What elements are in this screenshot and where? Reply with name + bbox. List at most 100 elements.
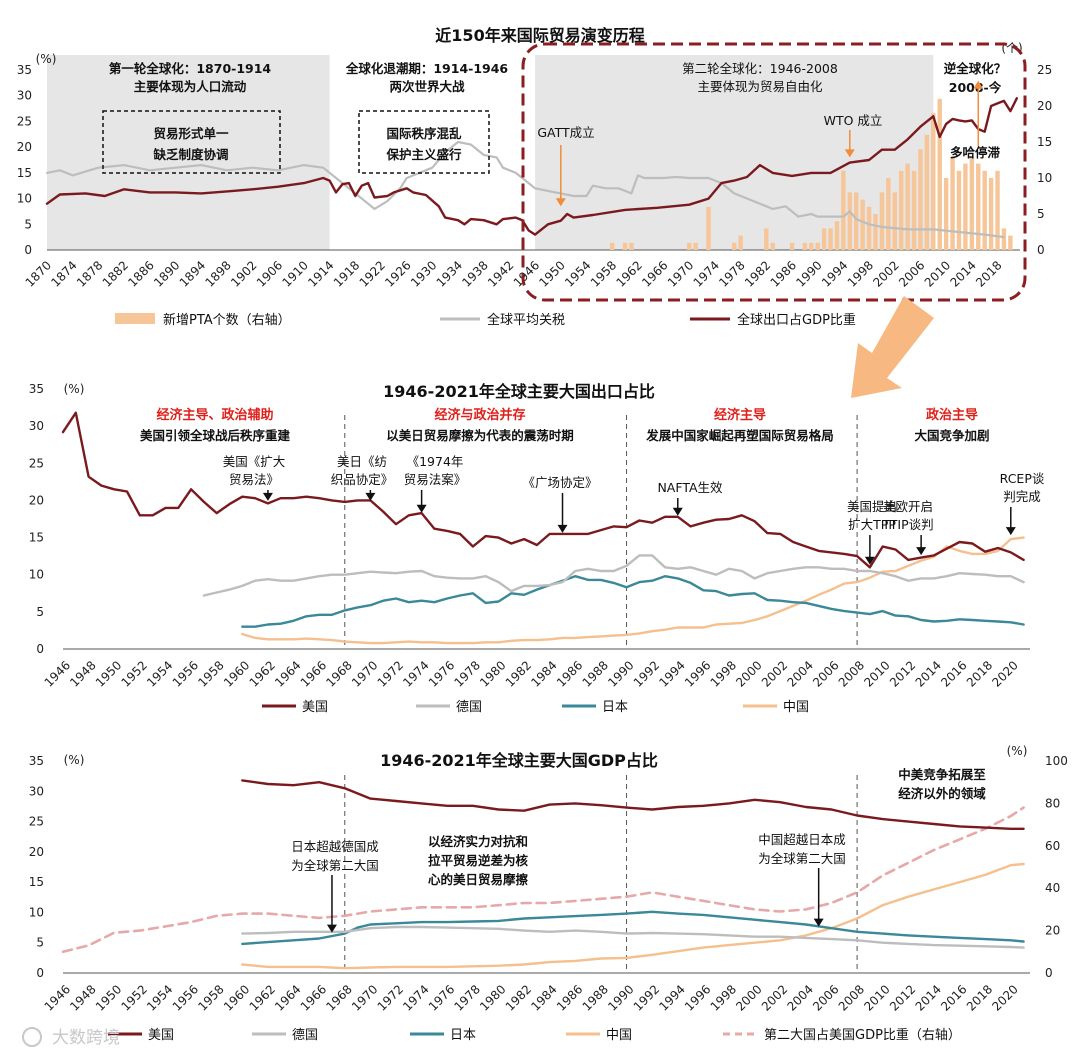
pta-bar bbox=[770, 242, 775, 250]
chart2-annotation-arrow-head bbox=[1005, 527, 1016, 536]
chart2-annotation: 贸易法》 bbox=[229, 472, 279, 487]
annotation-doha: 多哈停滞 bbox=[950, 145, 1001, 160]
chart2-annotation-arrow-head bbox=[416, 504, 427, 513]
chart3-xtick: 1998 bbox=[708, 982, 739, 1013]
chart3-xtick: 2008 bbox=[836, 982, 867, 1013]
pta-bar bbox=[809, 242, 814, 250]
chart1-xtick: 1902 bbox=[228, 258, 259, 289]
chart2-annotation-arrow-head bbox=[262, 492, 273, 501]
chart1-ytick-right: 15 bbox=[1037, 135, 1052, 149]
chart2-xtick: 1948 bbox=[67, 658, 98, 689]
chart2-phase-desc: 美国引领全球战后秩序重建 bbox=[140, 428, 291, 443]
chart3-ytick-left: 25 bbox=[29, 815, 44, 829]
chart1-xtick: 1914 bbox=[305, 258, 336, 289]
chart2-phase-heading: 经济与政治并存 bbox=[434, 407, 525, 423]
chart2-xtick: 1966 bbox=[298, 658, 329, 689]
legend-label-export-中国: 中国 bbox=[783, 700, 809, 715]
pta-bar bbox=[860, 199, 865, 250]
legend-label-export-日本: 日本 bbox=[602, 700, 628, 715]
chart1-xtick: 1922 bbox=[357, 258, 388, 289]
chart2-title: 1946-2021年全球主要大国出口占比 bbox=[383, 382, 655, 401]
chart2-xtick: 1994 bbox=[656, 658, 687, 689]
chart1-ytick-right: 0 bbox=[1037, 243, 1045, 257]
chart3-xtick: 2004 bbox=[784, 982, 815, 1013]
chart2-xtick: 1950 bbox=[93, 658, 124, 689]
chart2-xtick: 1980 bbox=[477, 658, 508, 689]
chart3-text-trade-friction: 心的美日贸易摩擦 bbox=[428, 872, 529, 887]
legend-label-ratio: 第二大国占美国GDP比重（右轴） bbox=[764, 1027, 961, 1043]
chart2-phase-heading: 经济主导 bbox=[714, 407, 766, 423]
chart3-ytick-right: 80 bbox=[1045, 796, 1060, 810]
chart1-ytick-left: 25 bbox=[17, 114, 32, 128]
annotation-wto: WTO 成立 bbox=[824, 113, 883, 128]
chart1-left-unit: (%) bbox=[36, 52, 57, 66]
chart3-xtick: 2020 bbox=[989, 982, 1020, 1013]
chart1-ytick-right: 20 bbox=[1037, 99, 1052, 113]
pta-bar bbox=[789, 242, 795, 250]
chart1-xtick: 1954 bbox=[562, 258, 593, 289]
chart2-xtick: 2004 bbox=[784, 658, 815, 689]
chart2-annotation: 美欧开启 bbox=[883, 499, 933, 514]
chart3-left-unit: (%) bbox=[64, 753, 85, 767]
pta-bar bbox=[931, 113, 936, 250]
pta-bar bbox=[828, 228, 833, 250]
series-line-export-日本 bbox=[241, 575, 1025, 628]
chart1-ytick-left: 10 bbox=[17, 192, 32, 206]
chart2-ytick: 25 bbox=[29, 456, 44, 470]
period-subtitle-3: 主要体现为贸易自由化 bbox=[697, 79, 823, 94]
chart2-annotation: 扩大TPP bbox=[848, 517, 896, 532]
chart3-annotation-china: 中国超越日本成 bbox=[758, 832, 846, 847]
pta-bar bbox=[911, 170, 917, 250]
pta-bar bbox=[956, 170, 962, 250]
pta-bar bbox=[905, 163, 910, 250]
chart3-xtick: 1996 bbox=[682, 982, 713, 1013]
chart2-ytick: 15 bbox=[29, 531, 44, 545]
chart3-xtick: 1954 bbox=[144, 982, 175, 1013]
chart3-ytick-left: 10 bbox=[29, 905, 44, 919]
arrow-gatt-head bbox=[555, 198, 566, 207]
chart3-xtick: 1960 bbox=[221, 982, 252, 1013]
legend-swatch-pta bbox=[115, 313, 155, 324]
chart2-annotation: 《广场协定》 bbox=[522, 475, 597, 490]
chart3-title: 1946-2021年全球主要大国GDP占比 bbox=[380, 751, 658, 770]
chart2-xtick: 1968 bbox=[323, 658, 354, 689]
annotation-gatt: GATT成立 bbox=[537, 125, 594, 140]
chart2-phase-desc: 发展中国家崛起再塑国际贸易格局 bbox=[645, 428, 834, 443]
chart1-xtick: 1958 bbox=[588, 258, 619, 289]
legend-label-export: 全球出口占GDP比重 bbox=[737, 312, 856, 328]
chart2-phase-desc: 大国竞争加剧 bbox=[914, 428, 989, 443]
chart3-ytick-right: 40 bbox=[1045, 881, 1060, 895]
chart2-xtick: 1952 bbox=[118, 658, 149, 689]
chart3-xtick: 1994 bbox=[656, 982, 687, 1013]
chart2-xtick: 1962 bbox=[247, 658, 278, 689]
chart2-annotation-arrow-head bbox=[365, 492, 376, 501]
chart1-xtick: 1974 bbox=[691, 258, 722, 289]
pta-bar bbox=[969, 156, 975, 250]
chart3-xtick: 2010 bbox=[861, 982, 892, 1013]
chart1-xtick: 1978 bbox=[716, 258, 747, 289]
chart2-xtick: 1978 bbox=[451, 658, 482, 689]
period-box-2-line1: 国际秩序混乱 bbox=[386, 126, 462, 141]
chart3-xtick: 1990 bbox=[605, 982, 636, 1013]
pta-bar bbox=[950, 156, 955, 250]
chart3-ytick-left: 30 bbox=[29, 784, 44, 798]
chart3-xtick: 2014 bbox=[913, 982, 944, 1013]
chart3-xtick: 1980 bbox=[477, 982, 508, 1013]
chart2-annotation: NAFTA生效 bbox=[657, 480, 723, 495]
chart2-xtick: 1970 bbox=[349, 658, 380, 689]
period-title-2: 全球化退潮期：1914-1946 bbox=[345, 61, 509, 76]
series-line-export-德国 bbox=[202, 554, 1025, 597]
chart3-ytick-left: 0 bbox=[36, 966, 44, 980]
series-line-export-美国 bbox=[61, 411, 1025, 569]
chart3-xtick: 1972 bbox=[375, 982, 406, 1013]
chart1-ytick-right: 5 bbox=[1037, 207, 1045, 221]
chart1-xtick: 1890 bbox=[151, 258, 182, 289]
series-line-gdp-日本 bbox=[241, 910, 1025, 946]
chart2-xtick: 1984 bbox=[528, 658, 559, 689]
series-line-export-share bbox=[45, 97, 1018, 236]
arrow-wto-head bbox=[844, 149, 855, 158]
chart2-xtick: 1990 bbox=[605, 658, 636, 689]
chart3-right-unit: (%) bbox=[1007, 744, 1028, 758]
chart3-xtick: 1952 bbox=[118, 982, 149, 1013]
chart2-xtick: 1956 bbox=[170, 658, 201, 689]
